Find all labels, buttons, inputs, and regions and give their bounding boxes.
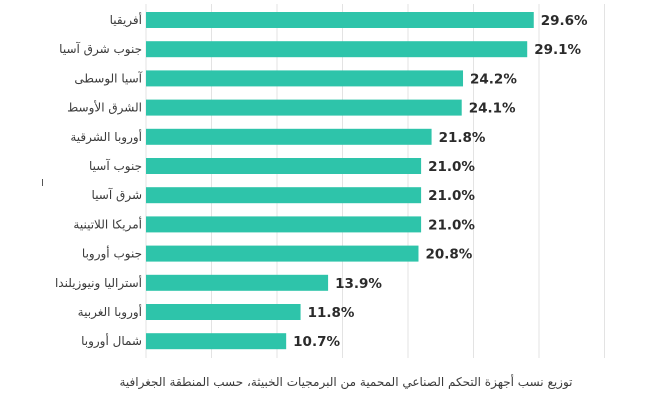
value-label: 29.1% [534,42,581,58]
chart-caption: توزيع نسب أجهزة التحكم الصناعي المحمية م… [119,374,572,390]
category-label: أمريكا اللاتينية [73,216,142,232]
gridlines [145,4,605,358]
category-label: شمال أوروبا [81,333,142,349]
category-label: جنوب شرق آسيا [59,41,142,57]
bar [146,245,419,262]
category-label: جنوب أوروبا [82,246,142,262]
bar [146,187,422,204]
category-label: أفريقيا [110,12,142,28]
category-label: شرق آسيا [92,187,142,203]
category-label: جنوب آسيا [89,158,142,174]
category-label: أوروبا الغربية [78,304,142,320]
y-axis-tick [42,179,43,186]
bar [146,128,432,145]
value-label: 29.6% [541,13,588,29]
value-label: 20.8% [425,247,472,263]
category-label: أستراليا ونيوزيلندا [55,275,142,291]
category-label: أوروبا الشرقية [70,129,142,145]
value-label: 24.1% [469,101,516,117]
category-labels: أفريقيا جنوب شرق آسيا آسيا الوسطى الشرق الأ… [55,12,143,349]
value-label: 13.9% [335,276,382,292]
value-label: 21.8% [439,130,486,146]
bar [146,304,301,320]
bar [146,41,528,58]
value-label: 10.7% [293,334,340,350]
value-label: 24.2% [470,71,517,87]
bars [146,12,534,350]
value-label: 21.0% [428,159,475,175]
value-label: 11.8% [308,305,355,321]
value-label: 21.0% [428,217,475,233]
value-labels: 29.6% 29.1% 24.2% 24.1% 21.8% 21.0% 21.0% 21.0%… [293,13,588,350]
bar [146,333,287,350]
bar [146,70,464,87]
bar [146,158,422,174]
category-label: آسيا الوسطى [74,70,142,86]
bar [146,274,329,291]
value-label: 21.0% [428,188,475,204]
category-label: الشرق الأوسط [67,100,142,116]
bar [146,12,534,28]
bar [146,99,462,116]
bar [146,216,422,233]
